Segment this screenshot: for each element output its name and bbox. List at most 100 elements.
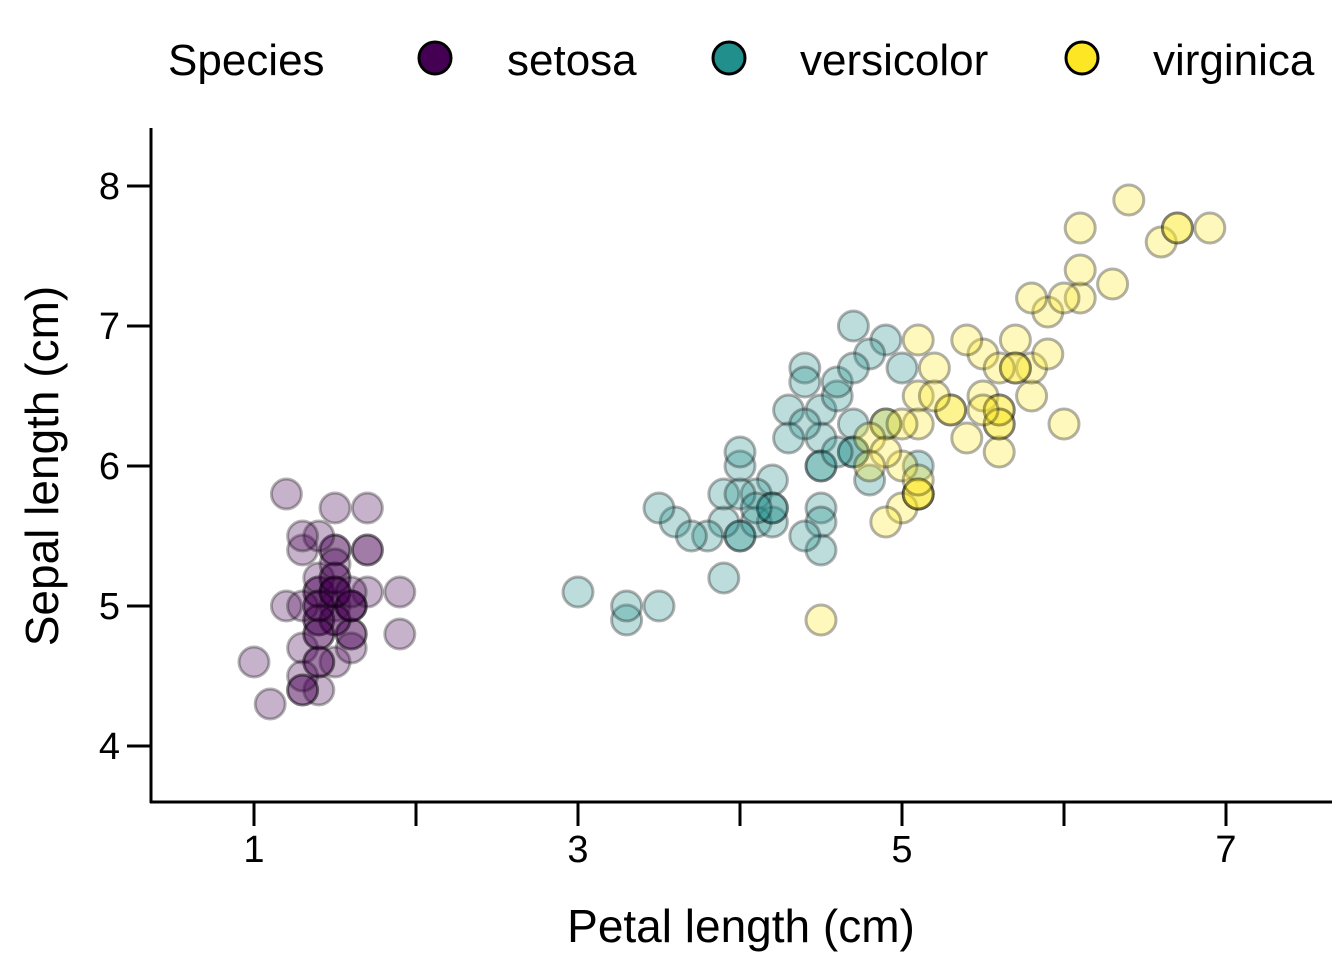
data-point-virginica: [853, 421, 887, 455]
data-point-virginica: [966, 337, 1000, 371]
data-point-versicolor: [723, 435, 757, 469]
data-point-setosa: [302, 575, 336, 609]
data-point-setosa: [350, 491, 384, 525]
data-point-virginica: [1063, 281, 1097, 315]
data-point-virginica: [1047, 407, 1081, 441]
data-point-setosa: [334, 631, 368, 665]
data-point-setosa: [334, 589, 368, 623]
data-point-virginica: [1063, 253, 1097, 287]
data-point-versicolor: [755, 491, 789, 525]
series-setosa: [237, 477, 417, 721]
data-point-versicolor: [804, 505, 838, 539]
data-point-virginica: [885, 491, 919, 525]
data-point-virginica: [966, 379, 1000, 413]
legend-title: Species: [168, 36, 325, 85]
y-tick-label: 6: [99, 446, 120, 488]
legend-item-setosa: setosa: [417, 36, 637, 85]
y-tick-label: 8: [99, 166, 120, 208]
data-point-setosa: [302, 617, 336, 651]
legend-swatch-setosa: [417, 40, 453, 76]
data-point-virginica: [901, 477, 935, 511]
data-point-virginica: [885, 449, 919, 483]
data-point-virginica: [917, 379, 951, 413]
data-point-setosa: [253, 687, 287, 721]
legend-label-virginica: virginica: [1153, 36, 1315, 85]
data-point-setosa: [302, 603, 336, 637]
data-point-virginica: [917, 351, 951, 385]
data-point-virginica: [901, 477, 935, 511]
data-point-setosa: [302, 673, 336, 707]
data-point-versicolor: [610, 589, 644, 623]
data-point-versicolor: [658, 505, 692, 539]
x-tick-label: 3: [567, 829, 588, 871]
legend-swatch-virginica: [1064, 40, 1100, 76]
data-point-versicolor: [723, 519, 757, 553]
data-point-setosa: [318, 645, 352, 679]
data-point-versicolor: [804, 449, 838, 483]
data-point-setosa: [302, 603, 336, 637]
data-point-virginica: [982, 407, 1016, 441]
data-point-versicolor: [804, 421, 838, 455]
data-point-versicolor: [788, 351, 822, 385]
data-point-virginica: [998, 351, 1032, 385]
x-axis-ticks: 1 3 5 7: [243, 802, 1237, 871]
data-point-versicolor: [691, 519, 725, 553]
data-point-setosa: [302, 519, 336, 553]
y-axis-ticks: 4 5 6 7 8: [99, 166, 151, 768]
data-point-setosa: [334, 617, 368, 651]
data-point-versicolor: [804, 449, 838, 483]
y-axis-title: Sepal length (cm): [16, 286, 68, 647]
legend-label-setosa: setosa: [507, 36, 637, 85]
data-point-virginica: [1096, 267, 1130, 301]
data-point-setosa: [302, 589, 336, 623]
data-point-setosa: [318, 575, 352, 609]
data-point-setosa: [318, 575, 352, 609]
data-point-setosa: [286, 659, 320, 693]
data-point-setosa: [318, 589, 352, 623]
data-point-setosa: [302, 645, 336, 679]
data-point-virginica: [804, 603, 838, 637]
data-point-versicolor: [674, 519, 708, 553]
data-point-setosa: [302, 561, 336, 595]
data-point-versicolor: [901, 449, 935, 483]
legend-swatch-versicolor: [711, 40, 747, 76]
x-tick-label: 1: [243, 829, 264, 871]
data-point-virginica: [998, 351, 1032, 385]
data-point-setosa: [318, 561, 352, 595]
data-point-virginica: [885, 407, 919, 441]
data-point-setosa: [302, 589, 336, 623]
data-point-setosa: [302, 575, 336, 609]
data-point-versicolor: [820, 435, 854, 469]
data-point-versicolor: [755, 491, 789, 525]
data-point-versicolor: [869, 323, 903, 357]
data-point-virginica: [901, 379, 935, 413]
data-point-virginica: [1112, 183, 1146, 217]
data-point-setosa: [318, 533, 352, 567]
data-point-versicolor: [836, 435, 870, 469]
data-point-versicolor: [642, 589, 676, 623]
data-points: [237, 183, 1227, 721]
data-point-setosa: [286, 673, 320, 707]
data-point-setosa: [318, 603, 352, 637]
data-point-virginica: [982, 351, 1016, 385]
data-point-virginica: [982, 393, 1016, 427]
data-point-virginica: [966, 393, 1000, 427]
legend-item-virginica: virginica: [1064, 36, 1315, 85]
data-point-virginica: [901, 323, 935, 357]
data-point-virginica: [982, 393, 1016, 427]
data-point-virginica: [901, 407, 935, 441]
legend-label-versicolor: versicolor: [800, 36, 988, 85]
x-tick-label: 5: [891, 829, 912, 871]
data-point-virginica: [934, 393, 968, 427]
data-point-virginica: [869, 505, 903, 539]
data-point-setosa: [318, 547, 352, 581]
data-point-versicolor: [820, 379, 854, 413]
data-point-versicolor: [755, 505, 789, 539]
data-point-virginica: [1063, 211, 1097, 245]
data-point-setosa: [302, 617, 336, 651]
data-point-setosa: [286, 519, 320, 553]
y-tick-label: 4: [99, 726, 120, 768]
data-point-virginica: [1160, 211, 1194, 245]
data-point-virginica: [869, 435, 903, 469]
